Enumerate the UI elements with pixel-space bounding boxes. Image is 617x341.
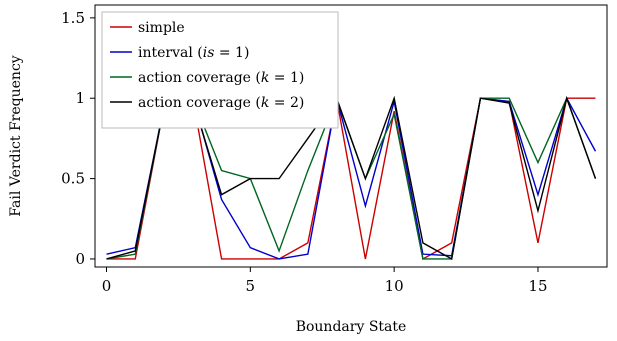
y-axis-title: Fail Verdict Frequency [8,55,24,216]
x-tick-label: 15 [528,277,547,295]
legend-box [101,11,339,129]
legend-label-2: interval (is = 1) [138,45,249,61]
y-axis: 0 0.5 1 1.5 [61,9,95,268]
x-axis-title: Boundary State [296,319,407,335]
legend-label-part: is [203,45,215,61]
x-axis: 0 5 10 15 [102,267,548,295]
x-tick-label: 10 [385,277,404,295]
y-tick-label: 0 [75,250,85,268]
x-tick-label: 0 [102,277,112,295]
legend-label-part: simple [138,20,185,36]
legend-label-1: simple [138,20,185,36]
legend-label-part: = 2) [269,95,304,111]
legend-label-part: = 1) [269,70,304,86]
plot-frame [94,4,608,268]
legend-label-part: = 1) [214,45,249,61]
legend-label-part: action coverage ( [138,95,261,111]
legend-label-part: action coverage ( [138,70,261,86]
legend-label-part: interval ( [138,45,203,61]
legend-label-3: action coverage (k = 1) [138,70,304,86]
legend-label-4: action coverage (k = 2) [138,95,304,111]
x-tick-label: 5 [246,277,256,295]
y-tick-label: 0.5 [61,170,85,188]
legend-label-part: k [261,70,269,86]
legend-label-part: k [261,95,269,111]
y-tick-label: 1 [75,89,85,107]
y-tick-label: 1.5 [61,9,85,27]
